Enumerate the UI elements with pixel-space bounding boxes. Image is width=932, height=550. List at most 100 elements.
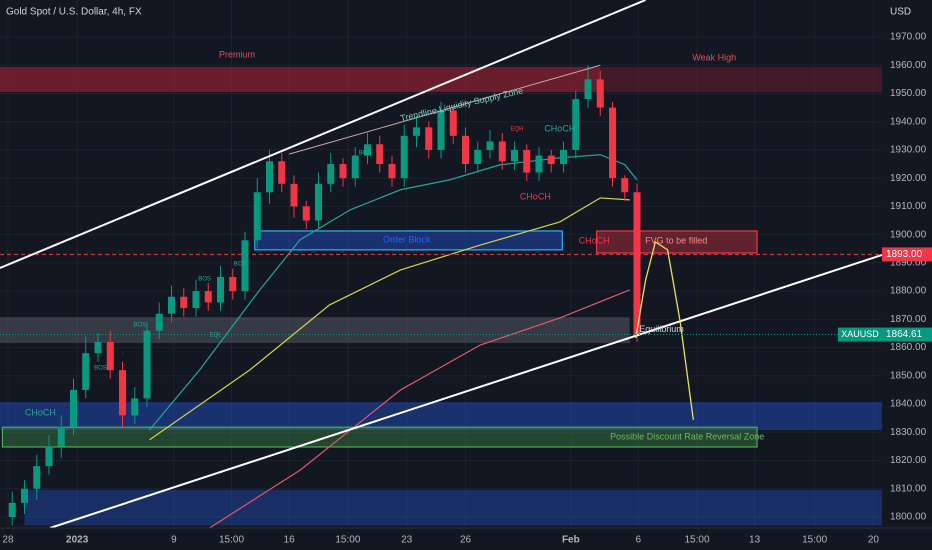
annotation: BOS bbox=[234, 262, 247, 268]
x-tick-label: 28 bbox=[2, 535, 14, 546]
y-tick-label: 1840.00 bbox=[890, 399, 927, 410]
candle-body bbox=[327, 164, 335, 184]
candle-body bbox=[523, 149, 531, 173]
candle-body bbox=[376, 144, 384, 165]
annotation: BOS bbox=[359, 151, 372, 157]
y-tick-label: 1970.00 bbox=[890, 32, 927, 43]
annotation: Premium bbox=[219, 49, 255, 59]
x-tick-label: 16 bbox=[284, 535, 296, 546]
candle-body bbox=[633, 192, 641, 335]
x-tick-label: 26 bbox=[460, 535, 472, 546]
annotation: BOS bbox=[133, 323, 146, 329]
last-price-label: 1864.61 bbox=[886, 329, 923, 340]
y-tick-label: 1880.00 bbox=[890, 286, 927, 297]
candle-body bbox=[400, 135, 408, 179]
y-tick-label: 1900.00 bbox=[890, 229, 927, 240]
candle-body bbox=[315, 183, 322, 221]
candle-body bbox=[302, 206, 310, 221]
x-tick-label: 2023 bbox=[66, 535, 89, 546]
zone bbox=[1, 426, 758, 448]
moving-average bbox=[148, 154, 638, 431]
candle-body bbox=[621, 178, 629, 193]
annotation: CHoCH bbox=[520, 191, 551, 201]
candle-body bbox=[21, 488, 28, 503]
candle-body bbox=[8, 502, 16, 517]
candle-body bbox=[119, 370, 126, 416]
candle-body bbox=[474, 149, 482, 165]
candle-body bbox=[82, 353, 90, 390]
x-tick-label: 20 bbox=[868, 535, 880, 546]
annotation: CHoCH bbox=[579, 236, 610, 246]
last-price-box bbox=[882, 327, 932, 342]
candle-body bbox=[547, 155, 555, 165]
candle-body bbox=[437, 110, 445, 150]
candle-body bbox=[584, 79, 592, 100]
candle-body bbox=[535, 155, 543, 173]
symbol-label: XAUUSD bbox=[841, 329, 879, 339]
zone bbox=[24, 489, 882, 526]
annotation: CHoCH bbox=[544, 123, 575, 133]
candle-body bbox=[45, 446, 53, 467]
candle-body bbox=[241, 240, 249, 292]
trendline bbox=[288, 64, 601, 155]
y-tick-label: 1870.00 bbox=[890, 314, 927, 325]
x-tick-label: Feb bbox=[562, 535, 580, 546]
level-label: 1893.00 bbox=[886, 249, 923, 260]
y-tick-label: 1910.00 bbox=[890, 201, 927, 212]
candle-body bbox=[462, 135, 469, 165]
candle-body bbox=[229, 276, 237, 292]
currency: USD bbox=[890, 7, 911, 18]
annotation: BOS bbox=[94, 365, 107, 371]
candle-body bbox=[143, 330, 151, 399]
axes: 1800.00 1810.00 1820.00 1830.00 1840.00 1850.… bbox=[2, 32, 932, 546]
candle-body bbox=[106, 341, 114, 371]
x-tick-label: 15:00 bbox=[802, 535, 827, 546]
candle-body bbox=[351, 155, 359, 179]
candle-body bbox=[131, 398, 139, 416]
candle-body bbox=[339, 164, 347, 179]
x-tick-label: 15:00 bbox=[685, 535, 710, 546]
y-tick-label: 1830.00 bbox=[890, 427, 927, 438]
candle-body bbox=[596, 79, 604, 108]
candle-body bbox=[290, 183, 298, 207]
trendline bbox=[0, 0, 646, 269]
annotation: Weak High bbox=[692, 52, 736, 62]
candle-body bbox=[486, 141, 494, 150]
candle-body bbox=[57, 426, 65, 447]
projection-curve bbox=[635, 240, 694, 420]
symbol-box bbox=[838, 327, 882, 342]
candle-body bbox=[364, 144, 371, 156]
moving-average bbox=[149, 197, 630, 441]
y-tick-label: 1930.00 bbox=[890, 145, 927, 156]
x-tick-label: 6 bbox=[635, 535, 641, 546]
y-tick-label: 1850.00 bbox=[890, 370, 927, 381]
annotation: EQH bbox=[510, 127, 523, 133]
zone bbox=[0, 66, 601, 93]
x-tick-label: 9 bbox=[171, 535, 177, 546]
candle-body bbox=[180, 296, 188, 309]
zone bbox=[254, 230, 563, 251]
zone bbox=[600, 66, 882, 93]
annotation: CHoCH bbox=[25, 407, 56, 417]
candle-body bbox=[572, 99, 580, 150]
trendline bbox=[49, 254, 883, 529]
annotation: Order Block bbox=[383, 234, 431, 244]
candle-body bbox=[425, 127, 433, 150]
y-tick-label: 1810.00 bbox=[890, 483, 927, 494]
candle-body bbox=[204, 291, 212, 303]
candle-body bbox=[70, 389, 77, 427]
y-tick-label: 1890.00 bbox=[890, 258, 927, 269]
candle-body bbox=[217, 276, 224, 303]
price-axis bbox=[882, 0, 932, 550]
annotation: Possible Discount Rate Reversal Zone bbox=[610, 431, 764, 441]
y-tick-label: 1940.00 bbox=[890, 116, 927, 127]
y-tick-label: 1820.00 bbox=[890, 455, 927, 466]
candle-body bbox=[413, 127, 420, 136]
y-tick-label: 1920.00 bbox=[890, 173, 927, 184]
candle-body bbox=[168, 296, 175, 314]
candle-body bbox=[511, 149, 518, 162]
candle-body bbox=[560, 149, 567, 165]
candle-body bbox=[266, 161, 273, 193]
y-tick-label: 1800.00 bbox=[890, 512, 927, 523]
